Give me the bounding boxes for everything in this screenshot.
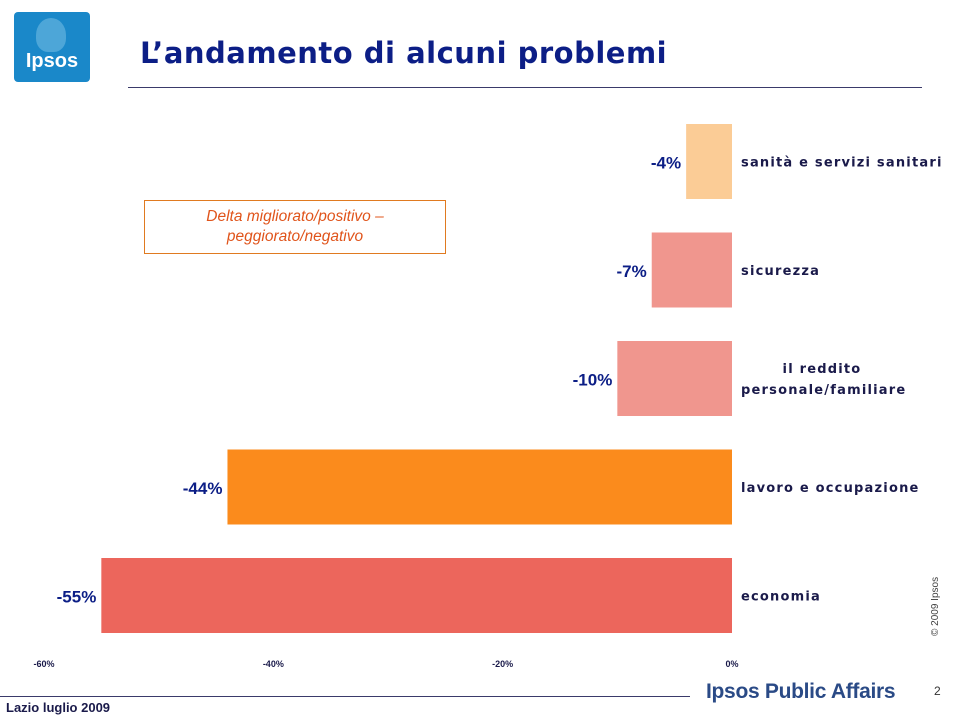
footer-divider: [0, 696, 690, 697]
category-label: economia: [741, 590, 821, 605]
note-line-1: Delta migliorato/positivo –: [206, 208, 384, 225]
data-label: -55%: [57, 588, 97, 607]
tick-label: 0%: [725, 659, 738, 669]
bar: [227, 449, 732, 525]
bar: [651, 232, 732, 308]
bar: [686, 124, 732, 199]
tick-label: -20%: [492, 659, 513, 669]
category-label: sanità e servizi sanitari: [741, 156, 943, 171]
category-label: il reddito: [783, 362, 862, 377]
bar: [617, 341, 732, 416]
footer-date: Lazio luglio 2009: [6, 700, 111, 715]
brand-name: Ipsos Public Affairs: [706, 680, 896, 703]
data-label: -44%: [183, 479, 223, 498]
logo-text: Ipsos: [25, 50, 79, 72]
ipsos-logo: Ipsos: [14, 12, 90, 82]
copyright-notice: © 2009 Ipsos: [930, 576, 941, 636]
title-divider: [128, 87, 922, 88]
bar: [101, 558, 733, 633]
page-number: 2: [934, 684, 941, 698]
logo-head-icon: [36, 18, 66, 52]
tick-label: -40%: [263, 659, 284, 669]
data-label: -4%: [651, 154, 681, 173]
category-label: personale/familiare: [741, 383, 906, 398]
tick-label: -60%: [33, 659, 54, 669]
data-label: -10%: [573, 371, 613, 390]
slide-title: L’andamento di alcuni problemi: [140, 36, 668, 70]
category-label: sicurezza: [741, 264, 820, 279]
note-line-2: peggiorato/negativo: [226, 228, 364, 245]
data-label: -7%: [616, 262, 646, 281]
category-label: lavoro e occupazione: [741, 481, 920, 496]
chart-note-box: Delta migliorato/positivo – peggiorato/n…: [144, 200, 446, 254]
